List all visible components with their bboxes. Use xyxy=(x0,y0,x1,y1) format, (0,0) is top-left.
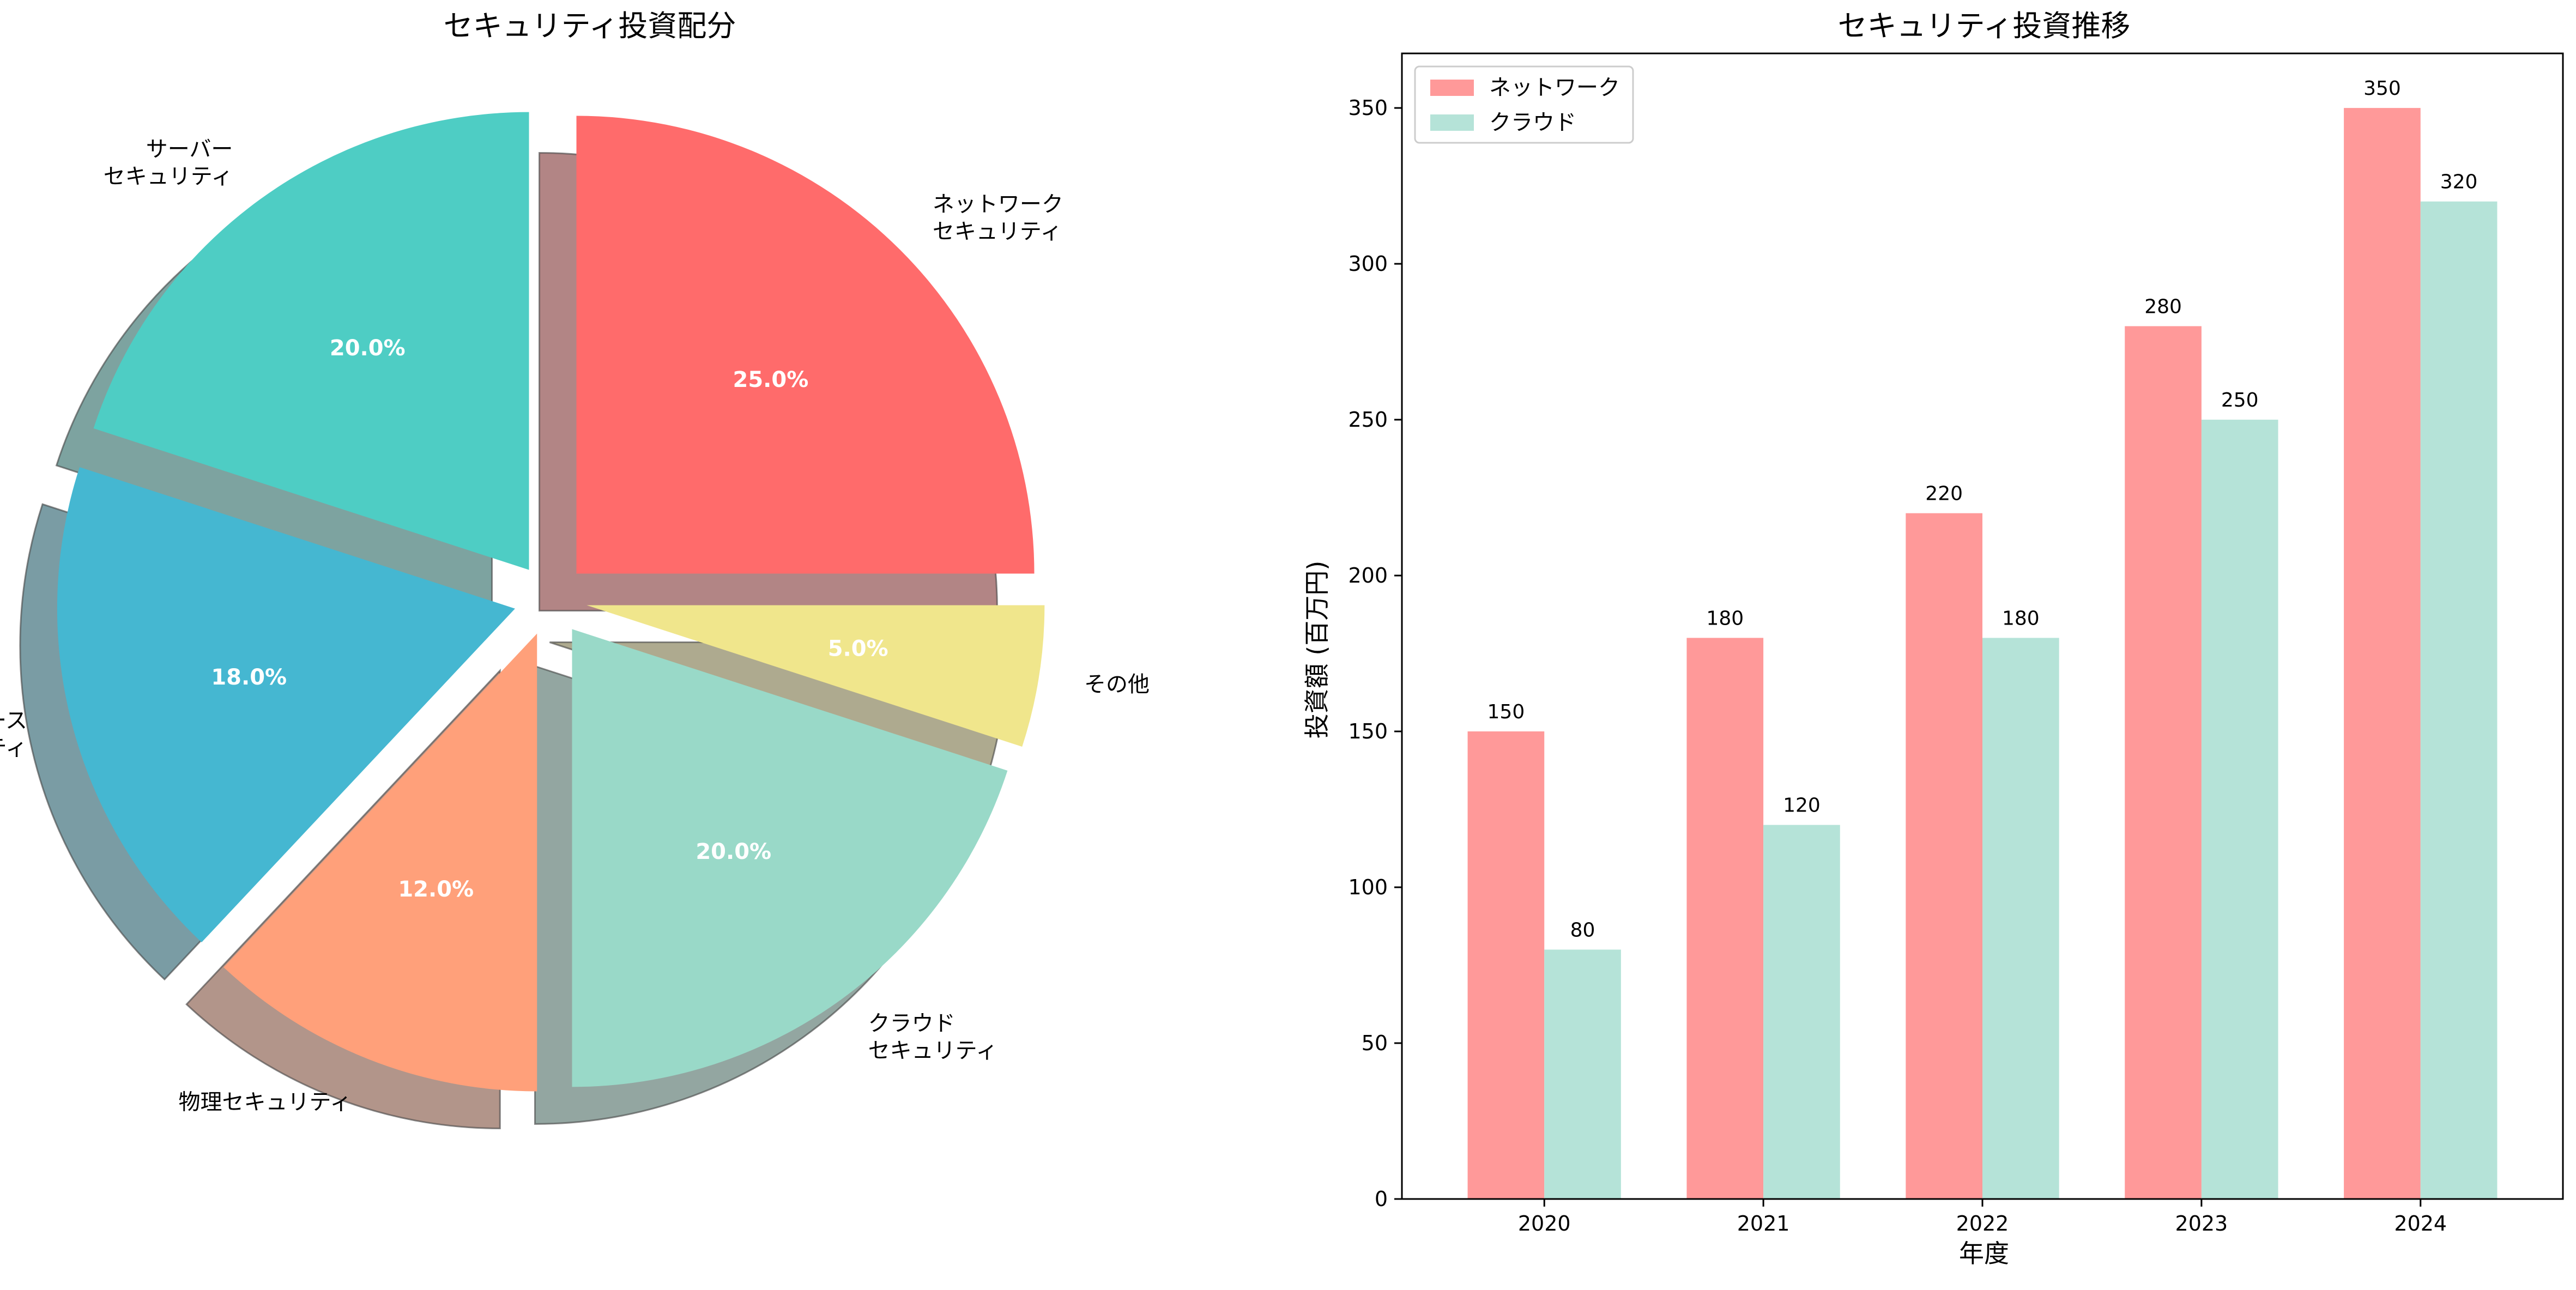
pie-slice-その他 xyxy=(586,605,1045,747)
bar-value-label: 80 xyxy=(1570,919,1595,941)
x-tick-label: 2020 xyxy=(1518,1212,1571,1236)
pie-slice-label: データベースセキュリティ xyxy=(0,708,27,761)
bar-ネットワーク-2022 xyxy=(1906,513,1982,1199)
bar-value-labels: 150 180 220 280 350 80 120 180 250 320 xyxy=(1487,77,2478,941)
x-tick-label: 2024 xyxy=(2394,1212,2447,1236)
bar-x-axis-ticks: 2020 2021 2022 2023 2024 xyxy=(1518,1199,2447,1236)
pie-chart-title: セキュリティ投資配分 xyxy=(444,9,736,43)
bar-value-label: 250 xyxy=(2221,389,2259,411)
bar-chart-x-axis-label: 年度 xyxy=(1959,1239,2009,1268)
legend-swatch-ネットワーク xyxy=(1430,80,1474,96)
x-tick-label: 2022 xyxy=(1956,1212,2009,1236)
bar-series xyxy=(1467,108,2498,1200)
pie-slice-物理セキュリティ xyxy=(223,633,537,1092)
pie-percent-label: 5.0% xyxy=(828,636,888,661)
bar-chart-y-axis-label: 投資額 (百万円) xyxy=(1302,561,1332,739)
bar-ネットワーク-2021 xyxy=(1686,638,1764,1199)
bar-value-label: 220 xyxy=(1925,483,1963,505)
legend-label: ネットワーク xyxy=(1489,75,1620,100)
bar-value-label: 280 xyxy=(2144,295,2182,318)
bar-ネットワーク-2020 xyxy=(1467,731,1545,1199)
legend-label: クラウド xyxy=(1489,110,1576,135)
pie-slice-ネットワークセキュリティ xyxy=(576,116,1035,574)
bar-ネットワーク-2023 xyxy=(2125,326,2202,1199)
legend-swatch-クラウド xyxy=(1430,114,1474,131)
bar-value-label: 320 xyxy=(2440,171,2478,193)
pie-slice-label: クラウドセキュリティ xyxy=(868,1011,998,1063)
pie-slice-label: サーバーセキュリティ xyxy=(104,137,233,189)
bar-ネットワーク-2024 xyxy=(2344,108,2421,1200)
bar-クラウド-2022 xyxy=(1982,638,2059,1199)
bar-y-axis-ticks: 0 50 100 150 200 250 300 350 xyxy=(1348,96,1402,1211)
pie-percent-label: 20.0% xyxy=(330,336,406,361)
pie-labels: 25.0% ネットワークセキュリティ 20.0% クラウドセキュリティ 20.0% サーバ… xyxy=(0,137,1150,1115)
x-tick-label: 2023 xyxy=(2175,1212,2228,1236)
y-tick-label: 300 xyxy=(1348,252,1388,276)
pie-slice-クラウドセキュリティ xyxy=(572,629,1008,1087)
pie-percent-label: 18.0% xyxy=(211,665,287,690)
pie-percent-label: 20.0% xyxy=(696,839,771,864)
y-tick-label: 50 xyxy=(1362,1031,1388,1055)
pie-slice-label: その他 xyxy=(1084,672,1150,697)
bar-クラウド-2020 xyxy=(1544,949,1621,1199)
bar-chart: 150 180 220 280 350 80 120 180 250 320 0 50 100 150 20… xyxy=(1348,52,2564,1236)
bar-value-label: 180 xyxy=(2002,607,2040,629)
pie-slice-データベースセキュリティ xyxy=(57,467,515,943)
bar-クラウド-2023 xyxy=(2201,420,2278,1199)
pie-slice-label: ネットワークセキュリティ xyxy=(933,192,1063,244)
y-tick-label: 150 xyxy=(1348,719,1388,743)
y-tick-label: 350 xyxy=(1348,96,1388,120)
pie-percent-label: 12.0% xyxy=(398,877,474,902)
bar-value-label: 180 xyxy=(1706,607,1744,629)
y-tick-label: 100 xyxy=(1348,875,1388,899)
pie-percent-label: 25.0% xyxy=(733,367,809,392)
y-tick-label: 0 xyxy=(1375,1187,1388,1211)
bar-クラウド-2024 xyxy=(2420,201,2498,1200)
y-tick-label: 200 xyxy=(1348,564,1388,588)
pie-chart: 25.0% ネットワークセキュリティ 20.0% クラウドセキュリティ 20.0% サーバ… xyxy=(0,112,1150,1129)
pie-slice-サーバーセキュリティ xyxy=(93,112,529,570)
y-tick-label: 250 xyxy=(1348,408,1388,432)
bar-value-label: 150 xyxy=(1487,701,1525,723)
pie-slice-label: 物理セキュリティ xyxy=(179,1090,352,1115)
bar-chart-title: セキュリティ投資推移 xyxy=(1838,9,2131,43)
bar-value-label: 350 xyxy=(2363,77,2401,100)
bar-クラウド-2021 xyxy=(1763,825,1840,1199)
pie-wedges xyxy=(57,112,1045,1092)
bar-value-label: 120 xyxy=(1783,795,1821,817)
x-tick-label: 2021 xyxy=(1737,1212,1790,1236)
